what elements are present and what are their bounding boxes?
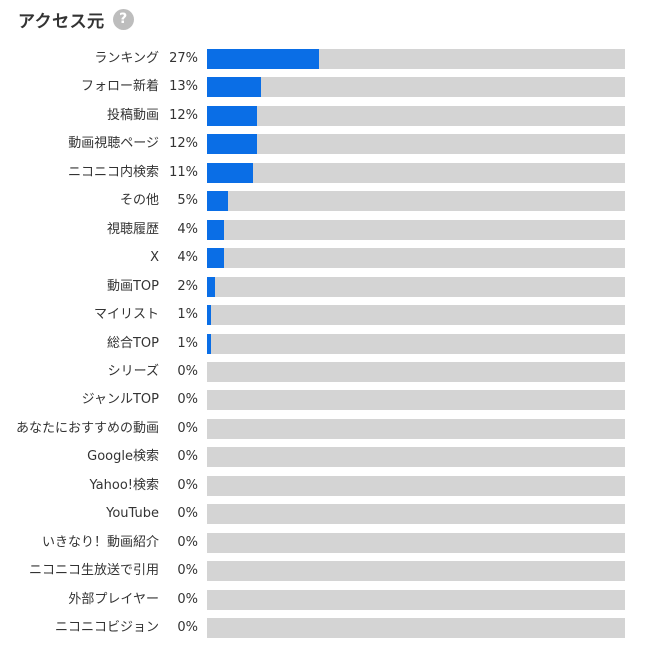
percent-label: 2% bbox=[177, 278, 198, 294]
percent-label: 12% bbox=[169, 136, 198, 152]
bar-fill bbox=[207, 77, 261, 98]
bar-track bbox=[207, 361, 625, 382]
category-label: あなたにおすすめの動画 bbox=[15, 420, 159, 436]
percent-label: 12% bbox=[169, 107, 198, 123]
panel-header: アクセス元 ? bbox=[18, 6, 134, 32]
bar-track bbox=[207, 475, 625, 496]
category-label: いきなり！動画紹介 bbox=[41, 534, 159, 550]
category-label: 視聴履歴 bbox=[106, 221, 159, 237]
category-label: Google検索 bbox=[87, 449, 159, 465]
percent-label: 11% bbox=[169, 164, 198, 180]
bar-track bbox=[207, 561, 625, 582]
bar-track bbox=[207, 134, 625, 155]
percent-label: 27% bbox=[169, 51, 198, 66]
bar-fill bbox=[207, 105, 257, 126]
bar-track bbox=[207, 390, 625, 411]
bar-fill bbox=[207, 333, 211, 354]
chart-row: X 4% bbox=[0, 248, 656, 269]
bar-track bbox=[207, 191, 625, 212]
percent-label: 1% bbox=[177, 335, 198, 351]
chart-row: Google検索 0% bbox=[0, 447, 656, 468]
chart-row: マイリスト 1% bbox=[0, 305, 656, 326]
bar-track bbox=[207, 248, 625, 269]
chart-row: いきなり！動画紹介 0% bbox=[0, 532, 656, 553]
category-label: 総合TOP bbox=[106, 335, 159, 351]
bar-fill bbox=[207, 219, 224, 240]
bar-fill bbox=[207, 276, 215, 297]
category-label: 動画TOP bbox=[106, 278, 159, 294]
chart-row: ジャンルTOP 0% bbox=[0, 390, 656, 411]
category-label: マイリスト bbox=[93, 307, 159, 323]
percent-label: 0% bbox=[177, 534, 198, 550]
percent-label: 5% bbox=[177, 193, 198, 209]
bar-track bbox=[207, 333, 625, 354]
category-label: 外部プレイヤー bbox=[68, 591, 159, 607]
bar-track bbox=[207, 418, 625, 439]
category-label: ニコニコ生放送で引用 bbox=[28, 563, 159, 579]
bar-fill bbox=[207, 248, 224, 269]
bar-fill bbox=[207, 305, 211, 326]
chart-row: ニコニコ生放送で引用 0% bbox=[0, 561, 656, 582]
question-circle-icon[interactable]: ? bbox=[112, 8, 134, 30]
chart-row: シリーズ 0% bbox=[0, 361, 656, 382]
percent-label: 0% bbox=[177, 506, 198, 522]
panel-title: アクセス元 bbox=[18, 11, 105, 32]
bar-track bbox=[207, 618, 625, 638]
chart-row: YouTube 0% bbox=[0, 504, 656, 525]
category-label: 投稿動画 bbox=[106, 107, 159, 123]
bar-track bbox=[207, 532, 625, 553]
category-label: ニコニコビジョン bbox=[54, 620, 159, 635]
percent-label: 0% bbox=[177, 449, 198, 465]
category-label: X bbox=[150, 250, 159, 266]
bar-track bbox=[207, 504, 625, 525]
chart-row: 総合TOP 1% bbox=[0, 333, 656, 354]
category-label: ランキング bbox=[94, 51, 159, 66]
bar-track bbox=[207, 447, 625, 468]
category-label: 動画視聴ページ bbox=[68, 136, 159, 152]
bar-track bbox=[207, 49, 625, 69]
chart-row: ランキング 27% bbox=[0, 49, 656, 69]
bar-track bbox=[207, 162, 625, 183]
bar-track bbox=[207, 305, 625, 326]
chart-row: 動画視聴ページ 12% bbox=[0, 134, 656, 155]
percent-label: 0% bbox=[177, 563, 198, 579]
category-label: ニコニコ内検索 bbox=[67, 164, 159, 180]
chart-row: ニコニコビジョン 0% bbox=[0, 618, 656, 638]
bar-track bbox=[207, 105, 625, 126]
category-label: Yahoo!検索 bbox=[89, 477, 159, 493]
percent-label: 0% bbox=[177, 363, 198, 379]
bar-fill bbox=[207, 162, 253, 183]
chart-row: ニコニコ内検索 11% bbox=[0, 162, 656, 183]
percent-label: 0% bbox=[177, 392, 198, 408]
category-label: フォロー新着 bbox=[80, 79, 159, 95]
bar-fill bbox=[207, 49, 319, 69]
chart-row: 投稿動画 12% bbox=[0, 105, 656, 126]
percent-label: 4% bbox=[177, 250, 198, 266]
percent-label: 0% bbox=[177, 477, 198, 493]
percent-label: 0% bbox=[177, 420, 198, 436]
bar-fill bbox=[207, 134, 257, 155]
bar-fill bbox=[207, 191, 228, 212]
category-label: ジャンルTOP bbox=[81, 392, 159, 408]
chart-row: その他 5% bbox=[0, 191, 656, 212]
category-label: YouTube bbox=[106, 506, 159, 522]
percent-label: 13% bbox=[169, 79, 198, 95]
percent-label: 0% bbox=[177, 620, 198, 635]
percent-label: 1% bbox=[177, 307, 198, 323]
chart-row: Yahoo!検索 0% bbox=[0, 475, 656, 496]
bar-track bbox=[207, 219, 625, 240]
percent-label: 4% bbox=[177, 221, 198, 237]
category-label: シリーズ bbox=[107, 363, 159, 379]
bar-track bbox=[207, 589, 625, 610]
chart-row: あなたにおすすめの動画 0% bbox=[0, 418, 656, 439]
chart-row: 動画TOP 2% bbox=[0, 276, 656, 297]
bar-track bbox=[207, 77, 625, 98]
bar-track bbox=[207, 276, 625, 297]
percent-label: 0% bbox=[177, 591, 198, 607]
chart-row: フォロー新着 13% bbox=[0, 77, 656, 98]
chart-row: 視聴履歴 4% bbox=[0, 219, 656, 240]
category-label: その他 bbox=[119, 193, 159, 209]
chart-row: 外部プレイヤー 0% bbox=[0, 589, 656, 610]
